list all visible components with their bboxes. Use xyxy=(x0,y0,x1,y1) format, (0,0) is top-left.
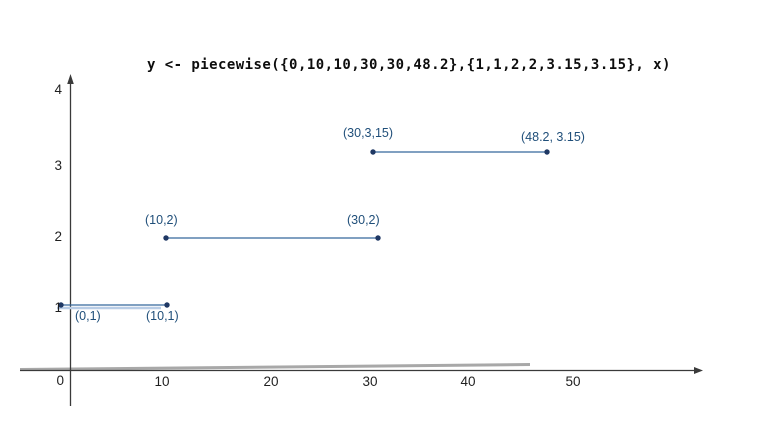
plot-title: y <- piecewise({0,10,10,30,30,48.2},{1,1… xyxy=(147,57,671,73)
point-label: (0,1) xyxy=(75,309,101,323)
point-dot xyxy=(163,235,169,241)
x-tick-label: 30 xyxy=(362,374,378,389)
point-dot xyxy=(164,302,170,308)
x-tick-label: 40 xyxy=(460,374,476,389)
point-dot xyxy=(375,235,381,241)
x-axis-arrow xyxy=(694,367,703,374)
y-axis-arrow xyxy=(67,74,74,84)
x-axis-gray-stripe xyxy=(19,363,531,371)
x-tick-label: 10 xyxy=(154,374,170,389)
point-label: (10,2) xyxy=(145,213,178,227)
x-tick-label: 20 xyxy=(263,374,279,389)
point-label: (30,3,15) xyxy=(343,126,394,140)
y-tick-label: 2 xyxy=(54,229,62,244)
point-dot xyxy=(58,302,64,308)
point-label: (48.2, 3.15) xyxy=(521,130,585,144)
y-tick-label: 4 xyxy=(54,82,62,97)
point-dot xyxy=(544,149,550,155)
x-tick-label: 50 xyxy=(565,374,581,389)
point-dot xyxy=(370,149,376,155)
point-label: (10,1) xyxy=(146,309,179,323)
x-tick-label: 0 xyxy=(56,373,64,388)
point-label: (30,2) xyxy=(347,213,380,227)
y-tick-label: 1 xyxy=(54,300,62,315)
y-tick-label: 3 xyxy=(54,158,62,173)
